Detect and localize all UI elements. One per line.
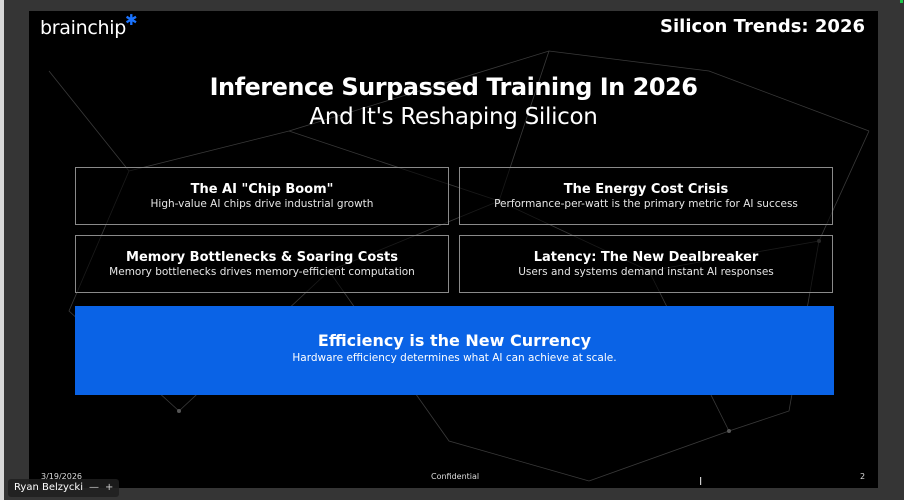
card-title: Latency: The New Dealbreaker	[533, 250, 759, 265]
footer-confidential: Confidential	[431, 472, 480, 481]
minimize-button[interactable]: —	[89, 482, 99, 493]
card-subtitle: Users and systems demand instant AI resp…	[518, 266, 774, 278]
card-title: The Energy Cost Crisis	[563, 182, 729, 197]
window-edge	[0, 0, 4, 500]
participant-name-tag: Ryan Belzycki — +	[8, 479, 120, 497]
deck-title: Silicon Trends: 2026	[660, 16, 865, 37]
card-latency: Latency: The New Dealbreaker Users and s…	[459, 235, 833, 293]
card-title: The AI "Chip Boom"	[190, 182, 334, 197]
card-memory-bottlenecks: Memory Bottlenecks & Soaring Costs Memor…	[75, 235, 449, 293]
text-cursor-icon: I	[699, 475, 703, 488]
card-subtitle: High-value AI chips drive industrial gro…	[150, 198, 374, 210]
banner-title: Efficiency is the New Currency	[317, 331, 592, 350]
footer-page-number: 2	[860, 472, 866, 481]
brainchip-logo: brainchip✱	[40, 11, 138, 39]
status-indicator	[900, 0, 903, 3]
banner-subtitle: Hardware efficiency determines what AI c…	[292, 352, 617, 364]
efficiency-banner: Efficiency is the New Currency Hardware …	[75, 306, 834, 395]
expand-button[interactable]: +	[105, 482, 114, 493]
card-energy-cost: The Energy Cost Crisis Performance-per-w…	[459, 167, 833, 225]
footer-date: 3/19/2026	[41, 472, 83, 481]
slide-subheadline: And It's Reshaping Silicon	[309, 104, 598, 130]
card-subtitle: Memory bottlenecks drives memory-efficie…	[109, 266, 415, 278]
card-title: Memory Bottlenecks & Soaring Costs	[126, 250, 398, 265]
card-chip-boom: The AI "Chip Boom" High-value AI chips d…	[75, 167, 449, 225]
presentation-slide: brainchip✱ Silicon Trends: 2026 Inferenc…	[29, 11, 878, 488]
slide-headline: Inference Surpassed Training In 2026	[209, 73, 698, 101]
participant-name: Ryan Belzycki	[14, 482, 83, 493]
card-subtitle: Performance-per-watt is the primary metr…	[494, 198, 798, 210]
asterisk-icon: ✱	[124, 11, 138, 29]
